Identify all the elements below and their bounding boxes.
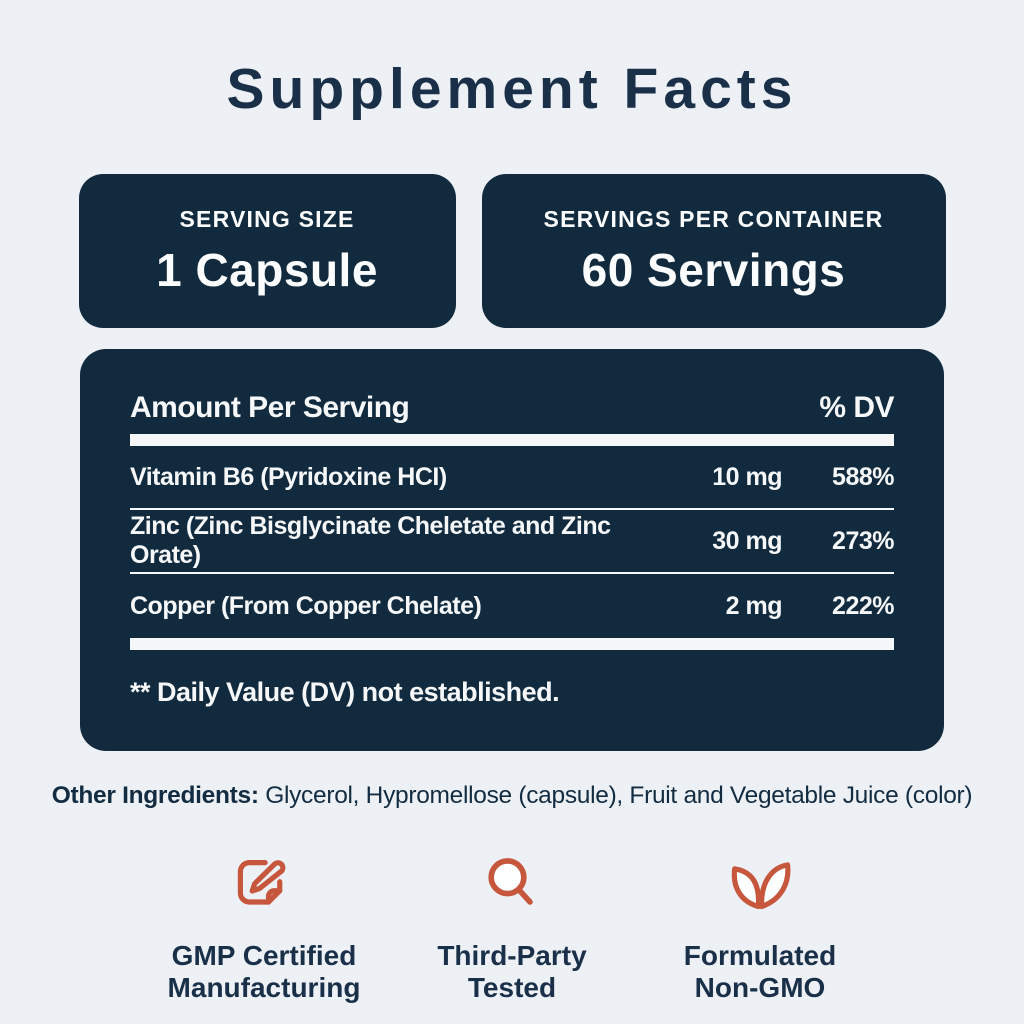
feature-label: Third-Party Tested xyxy=(437,940,586,1004)
nutrient-name: Copper (From Copper Chelate) xyxy=(130,591,482,620)
feature-label-line: Tested xyxy=(467,972,557,1004)
feature-label-line: Formulated xyxy=(683,940,837,971)
feature-gmp-certified: GMP Certified Manufacturing xyxy=(157,848,371,1004)
feature-label-line: Manufacturing xyxy=(167,972,361,1004)
nutrient-name: Vitamin B6 (Pyridoxine HCI) xyxy=(130,462,447,491)
feature-third-party-tested: Third-Party Tested xyxy=(405,848,619,1004)
supplement-facts-panel: Amount Per Serving % DV Vitamin B6 (Pyri… xyxy=(80,349,944,751)
feature-label: Formulated Non-GMO xyxy=(684,940,836,1004)
feature-label-line: Third-Party xyxy=(437,940,587,971)
amount-per-serving-header: Amount Per Serving xyxy=(130,391,410,424)
dv-footnote: ** Daily Value (DV) not established. xyxy=(130,677,560,707)
nutrient-amount: 2 mg xyxy=(725,591,783,620)
divider-thick-bottom xyxy=(130,638,894,650)
edit-icon xyxy=(228,848,300,920)
servings-per-container-value: 60 Servings xyxy=(581,243,846,296)
page-title: Supplement Facts xyxy=(226,57,798,121)
feature-non-gmo: Formulated Non-GMO xyxy=(653,848,867,1004)
feature-label-line: GMP Certified xyxy=(171,940,357,971)
serving-size-value: 1 Capsule xyxy=(156,243,378,296)
divider-thick-top xyxy=(130,434,894,446)
feature-label: GMP Certified Manufacturing xyxy=(168,940,361,1004)
nutrient-dv: 273% xyxy=(832,526,894,555)
serving-boxes: SERVING SIZE 1 Capsule SERVINGS PER CONT… xyxy=(0,174,1024,328)
nutrient-amount: 30 mg xyxy=(712,526,782,555)
feature-badges: GMP Certified Manufacturing Third-Party … xyxy=(0,848,1024,1004)
other-ingredients: Other Ingredients: Glycerol, Hypromellos… xyxy=(0,782,1024,810)
facts-table-header: Amount Per Serving % DV xyxy=(130,391,894,425)
nutrient-amount: 10 mg xyxy=(712,462,782,491)
table-row: Copper (From Copper Chelate) 2 mg 222% xyxy=(130,574,895,638)
other-ingredients-text: Glycerol, Hypromellose (capsule), Fruit … xyxy=(258,782,973,809)
search-icon xyxy=(476,848,548,920)
serving-size-label: SERVING SIZE xyxy=(179,205,355,232)
percent-dv-header: % DV xyxy=(819,391,894,424)
nutrient-dv: 222% xyxy=(832,591,894,620)
other-ingredients-label: Other Ingredients: xyxy=(51,782,259,809)
servings-per-container-label: SERVINGS PER CONTAINER xyxy=(543,205,884,232)
feature-label-line: Non-GMO xyxy=(694,972,826,1004)
leaf-icon xyxy=(724,848,796,920)
table-row: Zinc (Zinc Bisglycinate Cheletate and Zi… xyxy=(130,510,895,574)
servings-per-container-box: SERVINGS PER CONTAINER 60 Servings xyxy=(481,174,946,328)
table-row: Vitamin B6 (Pyridoxine HCI) 10 mg 588% xyxy=(130,446,895,510)
serving-size-box: SERVING SIZE 1 Capsule xyxy=(78,174,456,328)
nutrient-name: Zinc (Zinc Bisglycinate Cheletate and Zi… xyxy=(130,512,611,569)
nutrient-dv: 588% xyxy=(832,462,894,491)
